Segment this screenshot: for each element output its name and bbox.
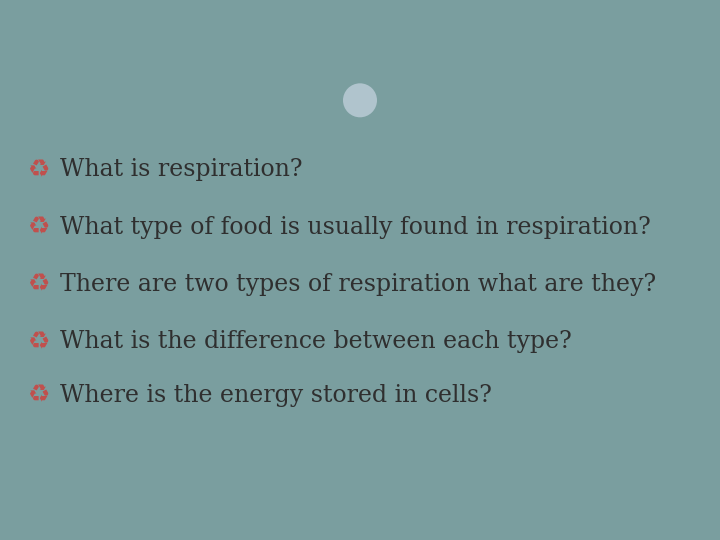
Text: What is respiration?: What is respiration?	[60, 158, 302, 181]
Text: ♻: ♻	[28, 215, 50, 239]
Circle shape	[341, 82, 379, 119]
Text: ♻: ♻	[28, 158, 50, 182]
Text: ♻: ♻	[28, 273, 50, 296]
Circle shape	[341, 82, 379, 119]
Text: ♻: ♻	[28, 383, 50, 407]
Text: What is the difference between each type?: What is the difference between each type…	[60, 330, 572, 354]
Text: Learning Check: Learning Check	[225, 39, 495, 71]
Text: What type of food is usually found in respiration?: What type of food is usually found in re…	[60, 215, 651, 239]
Text: Where is the energy stored in cells?: Where is the energy stored in cells?	[60, 384, 492, 407]
Text: ♻: ♻	[28, 330, 50, 354]
Text: There are two types of respiration what are they?: There are two types of respiration what …	[60, 273, 657, 296]
